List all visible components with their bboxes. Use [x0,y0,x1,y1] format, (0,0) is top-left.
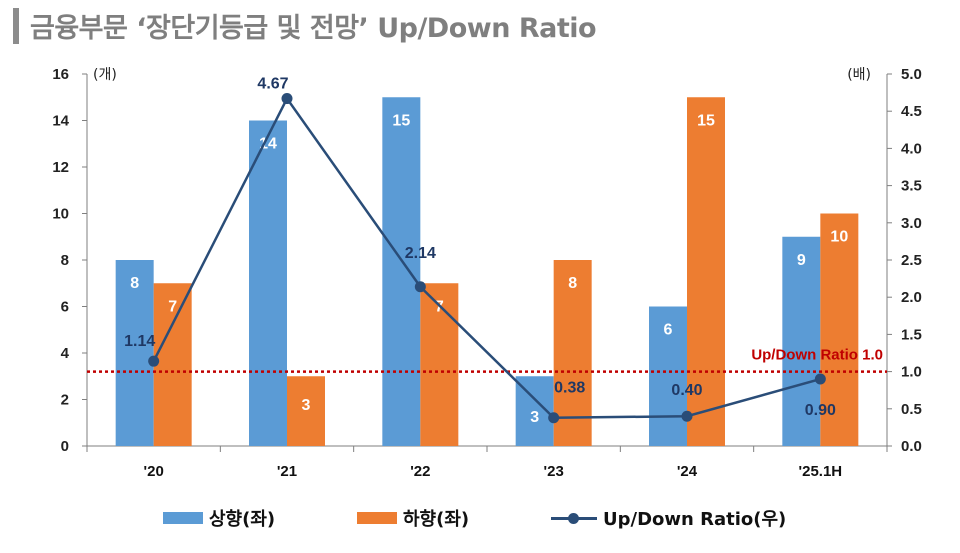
bar-up-value: 9 [797,252,806,269]
bar-up [115,260,154,446]
right-tick-label: 4.5 [901,103,922,120]
title-accent-bar [13,8,19,44]
bar-down-value: 8 [568,275,577,292]
left-tick-label: 12 [52,159,69,176]
right-tick-label: 5.0 [901,66,922,83]
ratio-value-label: 0.40 [671,382,702,399]
right-tick-label: 3.0 [901,215,922,232]
reference-line-label: Up/Down Ratio 1.0 [751,347,883,364]
bar-down [287,376,325,446]
x-category-label: '24 [677,463,698,480]
x-category-label: '23 [544,463,564,480]
right-tick-label: 0.5 [901,401,922,418]
left-axis-unit: (개) [93,67,117,83]
right-axis-unit: (배) [847,67,871,83]
right-tick-label: 2.0 [901,289,922,306]
bar-up [782,236,821,446]
legend-label-down: 하향(좌) [403,509,470,530]
ratio-point [281,93,293,105]
right-tick-label: 2.5 [901,252,922,269]
legend-item-up: 상향(좌) [163,505,275,531]
ratio-point [148,355,160,367]
bar-up-value: 14 [259,136,277,153]
bar-down [420,283,459,446]
legend-label-up: 상향(좌) [209,509,276,530]
legend-item-down: 하향(좌) [357,505,469,531]
x-category-label: '21 [277,463,297,480]
left-tick-label: 2 [61,392,69,409]
bar-up [649,306,687,446]
bar-up-value: 15 [392,112,410,129]
bar-up-value: 3 [530,409,539,426]
bar-up-value: 6 [664,322,673,339]
ratio-value-label: 4.67 [257,76,288,93]
bar-down [687,97,725,446]
bar-down-value: 7 [168,298,177,315]
chart-area: 0 2 4 6 8 10 12 14 16 0.0 0.5 1.0 1.5 2.0 2.5 3.0 3.5 4.0… [52,66,922,480]
left-tick-label: 0 [61,438,69,455]
left-tick-label: 10 [52,206,69,223]
bar-down [553,260,592,446]
chart-title: 금융부문 ‘장단기등급 및 전망’ Up/Down Ratio [30,13,597,44]
left-tick-label: 4 [61,345,70,362]
bar-up-value: 8 [130,275,139,292]
x-category-label: '20 [144,463,164,480]
bar-down-value: 15 [697,112,715,129]
ratio-value-label: 1.14 [124,333,155,350]
right-tick-label: 0.0 [901,438,922,455]
right-tick-label: 4.0 [901,140,922,157]
ratio-value-label: 2.14 [405,245,436,262]
legend-swatch-ratio [551,511,597,525]
legend-swatch-down [357,512,397,524]
left-tick-label: 16 [52,66,69,83]
right-tick-label: 3.5 [901,178,922,195]
legend-item-ratio: Up/Down Ratio(우) [551,505,786,531]
right-tick-label: 1.5 [901,326,922,343]
left-tick-label: 8 [61,252,69,269]
x-category-label: '22 [410,463,430,480]
left-tick-label: 14 [52,113,69,130]
ratio-value-label: 0.38 [554,380,585,397]
ratio-point [681,410,693,422]
bar-down-value: 10 [830,229,848,246]
bar-down [820,213,859,446]
x-category-label: '25.1H [799,463,843,480]
legend-label-ratio: Up/Down Ratio(우) [603,509,787,530]
bar-down [153,283,192,446]
bar-up [382,97,421,446]
ratio-value-label: 0.90 [805,402,836,419]
ratio-point [414,281,426,293]
right-tick-label: 1.0 [901,364,922,381]
bar-down-value: 3 [302,397,311,414]
ratio-point [548,412,560,424]
left-tick-label: 6 [61,299,69,316]
bar-up [249,120,287,446]
legend-swatch-up [163,512,203,524]
ratio-point [814,373,826,385]
legend: 상향(좌) 하향(좌) Up/Down Ratio(우) [0,505,960,535]
ratio-line [152,96,821,419]
